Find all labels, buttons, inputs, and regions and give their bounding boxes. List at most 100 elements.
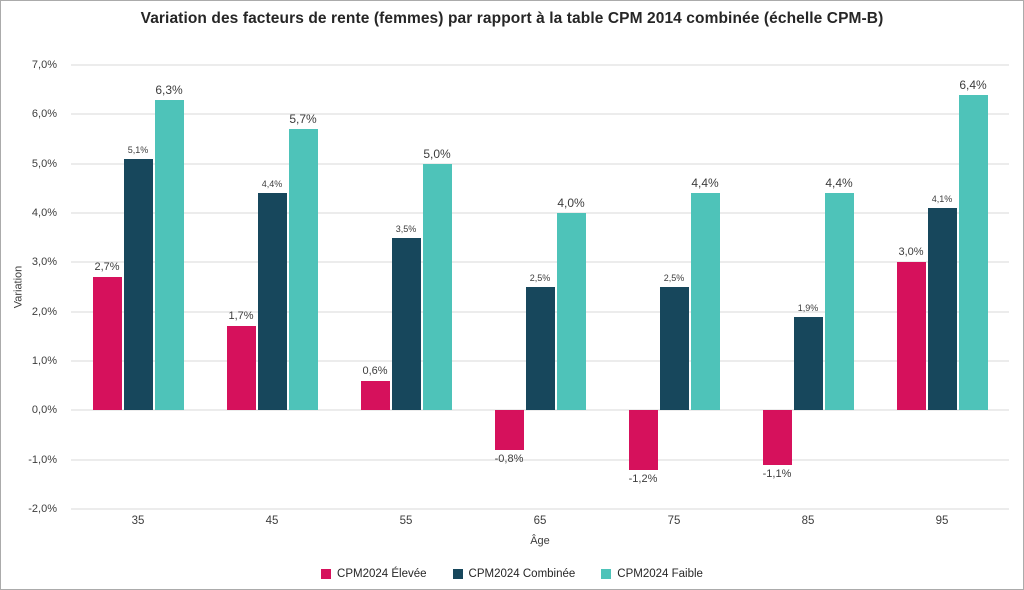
data-label: 5,7% [289,112,317,127]
bar-slot: -1,2% [628,65,658,509]
bar [154,99,184,411]
bar [360,380,390,411]
data-label: 4,4% [825,176,853,191]
data-label: 2,5% [529,273,551,283]
data-label: 1,9% [797,302,819,313]
x-axis-tick-label: 55 [399,515,413,527]
gridline [71,508,1009,510]
bar-group: 1,7% 4,4% 5,7% [205,65,339,509]
bar-group: 0,6% 3,5% 5,0% [339,65,473,509]
bar [494,410,524,450]
bar [422,163,452,411]
bar-group: 2,7% 5,1% 6,3% [71,65,205,509]
bar-slot: 4,4% [690,65,720,509]
gridline [71,409,1009,411]
legend-swatch [452,569,463,579]
legend-item: CPM2024 Combinée [452,568,576,580]
x-axis-ticks: 35 45 55 65 75 85 95 [71,515,1009,527]
legend-item: CPM2024 Élevée [321,568,427,580]
bar-slot: 4,4% [824,65,854,509]
legend-swatch [321,569,332,579]
legend-label: CPM2024 Combinée [468,568,576,580]
bar [958,94,988,411]
bar-slot: 4,0% [556,65,586,509]
data-label: 4,0% [557,196,585,211]
data-label: -1,2% [628,472,658,485]
data-label: 0,6% [362,364,388,377]
gridline [71,113,1009,115]
bar [257,193,287,411]
data-label: 3,5% [395,223,417,234]
data-label: -1,1% [762,467,792,480]
bar [690,193,720,411]
bar-group: -1,1% 1,9% 4,4% [741,65,875,509]
bar [226,326,256,411]
gridline [71,163,1009,165]
bar-group: -0,8% 2,5% 4,0% [473,65,607,509]
x-axis-tick-label: 35 [131,515,145,527]
y-axis-tick-label: 6,0% [31,108,57,121]
bar-group: -1,2% 2,5% 4,4% [607,65,741,509]
y-axis-tick-label: 5,0% [31,157,57,170]
x-axis-tick-label: 45 [265,515,279,527]
data-label: 6,4% [959,77,987,92]
y-axis-tick-label: 1,0% [31,355,57,368]
bar-slot: 5,0% [422,65,452,509]
bar [659,287,689,411]
legend-label: CPM2024 Élevée [337,568,427,580]
bar-slot: 2,7% [92,65,122,509]
bar-slot: 6,3% [154,65,184,509]
data-label: 6,3% [155,82,183,97]
data-label: 3,0% [898,246,924,259]
data-label: 4,1% [931,194,953,205]
y-axis-tick-label: 0,0% [31,404,57,417]
bar-slot: 1,7% [226,65,256,509]
bar [525,287,555,411]
y-axis-tick-label: 7,0% [31,59,57,71]
bar [824,193,854,411]
legend-item: CPM2024 Faible [601,568,703,580]
bar [793,316,823,411]
bar [391,237,421,411]
data-label: 5,0% [423,146,451,161]
gridline [71,212,1009,214]
bar [927,208,957,411]
data-label: 5,1% [127,144,149,155]
gridline [71,459,1009,461]
bar-group: 3,0% 4,1% 6,4% [875,65,1009,509]
chart-title: Variation des facteurs de rente (femmes)… [140,10,884,27]
bar-slot: 3,0% [896,65,926,509]
bar [628,410,658,470]
bar-slot: 2,5% [525,65,555,509]
bar [762,410,792,465]
x-axis-tick-label: 75 [667,515,681,527]
bar-slot: -0,8% [494,65,524,509]
bar [556,213,586,411]
bar [288,129,318,411]
data-label: 4,4% [691,176,719,191]
bar-groups: 2,7% 5,1% 6,3% 1,7% 4,4% 5,7% 0,6% 3,5% 5,0% -0,8… [71,65,1009,509]
legend: CPM2024 Élevée CPM2024 Combinée CPM2024 Fa… [1,568,1023,580]
plot-area: 2,7% 5,1% 6,3% 1,7% 4,4% 5,7% 0,6% 3,5% 5,0% -0,8… [71,64,1009,510]
y-axis-tick-label: -2,0% [28,503,57,515]
gridline [71,64,1009,66]
y-axis-tick-label: 3,0% [31,256,57,269]
y-axis-tick-label: 2,0% [31,305,57,318]
x-axis-label: Âge [530,535,550,547]
gridline [71,261,1009,263]
legend-swatch [601,569,612,579]
data-label: 2,5% [663,273,685,283]
bar [92,277,122,411]
data-label: 2,7% [94,261,120,274]
data-label: 1,7% [228,310,254,323]
bar-slot: 0,6% [360,65,390,509]
x-axis-tick-label: 85 [801,515,815,527]
x-axis-tick-label: 65 [533,515,547,527]
y-axis-tick-label: -1,0% [28,453,57,466]
bar-slot: 2,5% [659,65,689,509]
y-axis-tick-label: 4,0% [31,207,57,220]
bar-slot: 5,7% [288,65,318,509]
x-axis-tick-label: 95 [935,515,949,527]
bar [123,158,153,411]
